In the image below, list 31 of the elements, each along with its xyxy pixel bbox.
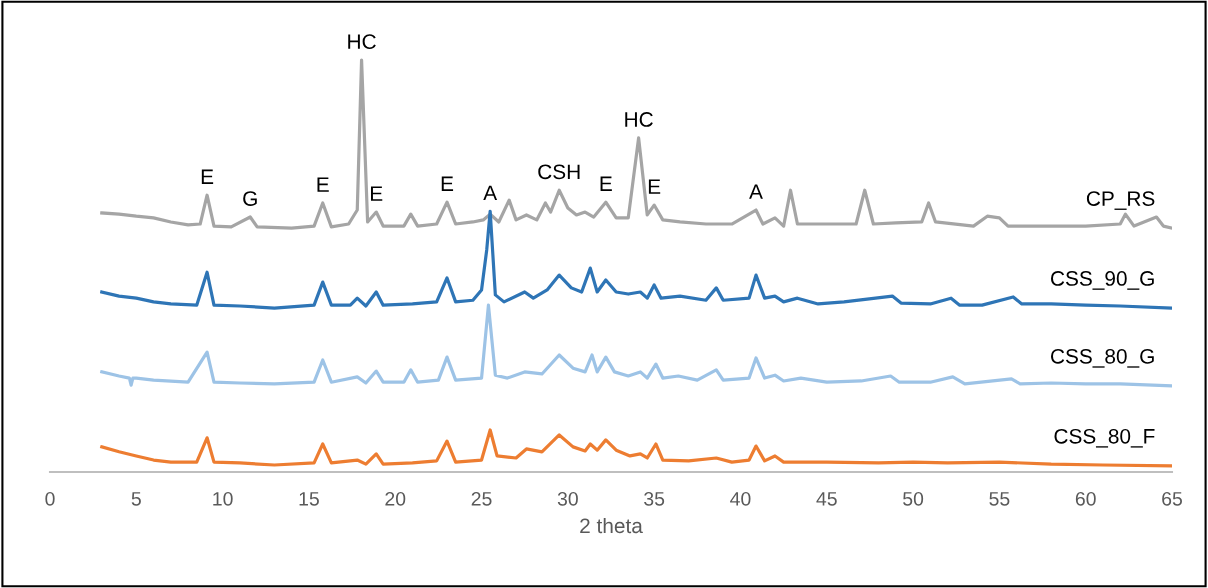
x-tick-label: 65 <box>1162 491 1182 506</box>
x-tick-label: 5 <box>131 492 141 506</box>
annotation: E <box>441 176 454 191</box>
x-tick-label: 30 <box>557 491 578 506</box>
annotation: A <box>749 184 763 199</box>
x-tick-label: 40 <box>730 491 751 506</box>
x-tick-label: 20 <box>385 491 406 506</box>
annotation: A <box>483 185 498 200</box>
series-label: CP_RS <box>1086 191 1155 210</box>
annotation: HC <box>348 34 376 50</box>
x-tick-label: 50 <box>903 491 924 506</box>
annotation: E <box>648 179 661 194</box>
x-axis-title: 2 theta <box>580 517 643 534</box>
series-label: CSS_80_F <box>1054 428 1155 448</box>
annotation: E <box>371 186 383 201</box>
annotation: G <box>243 191 257 206</box>
x-tick-label: 55 <box>989 492 1010 506</box>
x-tick-label: 35 <box>644 491 665 506</box>
annotation: HC <box>625 112 653 127</box>
series-label: CSS_90_G <box>1051 271 1154 290</box>
x-tick-label: 0 <box>45 491 55 506</box>
annotation: CSH <box>538 164 580 180</box>
annotation: E <box>600 176 612 191</box>
x-tick-label: 15 <box>299 492 319 506</box>
series-label: CSS_80_G <box>1051 348 1154 368</box>
x-tick-label: 60 <box>1075 491 1096 506</box>
annotation: E <box>317 177 329 192</box>
x-tick-label: 10 <box>213 491 233 506</box>
x-tick-label: 25 <box>471 491 492 506</box>
annotation: E <box>201 169 214 184</box>
x-tick-label: 45 <box>816 492 837 506</box>
